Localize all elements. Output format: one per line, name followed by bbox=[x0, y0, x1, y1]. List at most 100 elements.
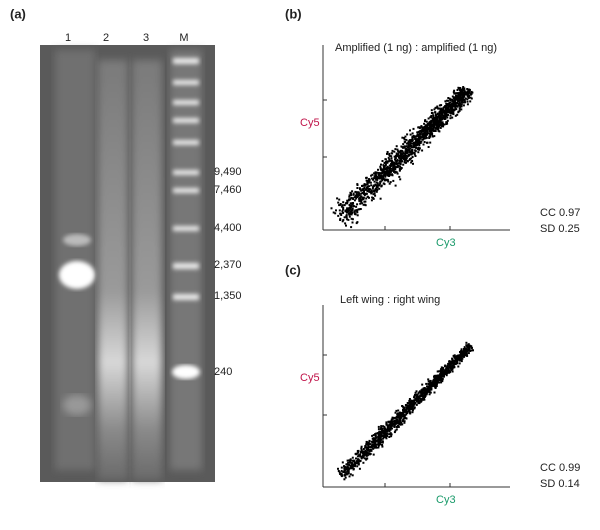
point bbox=[348, 209, 351, 212]
point bbox=[413, 406, 416, 409]
point bbox=[393, 431, 396, 434]
point bbox=[446, 119, 449, 122]
point bbox=[402, 163, 405, 166]
point bbox=[436, 105, 439, 108]
point bbox=[437, 370, 440, 373]
point bbox=[445, 368, 448, 370]
point bbox=[354, 190, 357, 193]
point bbox=[395, 409, 398, 412]
point bbox=[447, 367, 450, 370]
point bbox=[465, 352, 468, 355]
point bbox=[454, 114, 457, 117]
point bbox=[425, 136, 428, 139]
point bbox=[346, 472, 349, 475]
point bbox=[390, 169, 393, 172]
point bbox=[402, 146, 404, 149]
point bbox=[422, 388, 425, 391]
point bbox=[445, 113, 447, 115]
point bbox=[434, 121, 437, 124]
point bbox=[367, 445, 370, 448]
point bbox=[421, 383, 424, 386]
point bbox=[348, 475, 351, 478]
point bbox=[444, 100, 447, 103]
point bbox=[386, 432, 389, 435]
point bbox=[349, 198, 352, 201]
point bbox=[355, 197, 358, 200]
point bbox=[338, 209, 341, 212]
point bbox=[444, 108, 447, 111]
point bbox=[359, 197, 361, 200]
point bbox=[379, 434, 382, 437]
point bbox=[462, 101, 465, 104]
point bbox=[415, 398, 418, 401]
point bbox=[412, 127, 415, 130]
point bbox=[439, 115, 442, 118]
point bbox=[465, 350, 468, 353]
point bbox=[436, 115, 439, 118]
point bbox=[402, 154, 405, 157]
point bbox=[437, 127, 439, 130]
point bbox=[463, 87, 466, 90]
point bbox=[339, 217, 342, 220]
point bbox=[356, 193, 359, 196]
point bbox=[450, 361, 453, 364]
point bbox=[435, 381, 438, 384]
point bbox=[390, 167, 393, 170]
point bbox=[414, 402, 417, 405]
point bbox=[448, 101, 451, 104]
point bbox=[399, 423, 402, 426]
point bbox=[438, 119, 441, 122]
point bbox=[334, 212, 337, 215]
point bbox=[356, 455, 359, 458]
point bbox=[373, 180, 376, 183]
point bbox=[380, 433, 383, 436]
point bbox=[439, 123, 441, 126]
point bbox=[358, 187, 361, 190]
point bbox=[452, 364, 455, 367]
point bbox=[433, 117, 436, 120]
point bbox=[383, 168, 386, 171]
point bbox=[439, 373, 442, 376]
point bbox=[427, 123, 429, 126]
point bbox=[456, 113, 459, 116]
point bbox=[418, 144, 421, 147]
point bbox=[419, 142, 422, 144]
point bbox=[398, 175, 401, 178]
point bbox=[459, 99, 462, 102]
point bbox=[431, 117, 434, 120]
point bbox=[388, 154, 391, 157]
point bbox=[411, 139, 413, 142]
point bbox=[466, 344, 468, 347]
point bbox=[441, 118, 444, 121]
point bbox=[386, 430, 389, 433]
point bbox=[443, 112, 446, 115]
point bbox=[442, 117, 445, 120]
marker-size: 7,460 bbox=[214, 184, 242, 196]
point bbox=[451, 368, 454, 370]
point bbox=[447, 369, 450, 372]
point bbox=[375, 190, 378, 193]
point bbox=[403, 137, 406, 139]
point bbox=[383, 167, 386, 170]
point bbox=[454, 98, 456, 101]
point bbox=[440, 104, 443, 107]
point bbox=[410, 407, 413, 410]
point bbox=[424, 130, 427, 133]
point bbox=[458, 96, 461, 99]
point bbox=[370, 189, 373, 192]
point bbox=[426, 388, 429, 391]
point bbox=[430, 115, 433, 118]
point bbox=[446, 104, 449, 107]
point bbox=[360, 200, 363, 203]
point bbox=[376, 182, 379, 185]
point bbox=[395, 420, 398, 423]
point bbox=[350, 196, 353, 199]
point bbox=[396, 420, 399, 423]
point bbox=[444, 107, 447, 110]
point bbox=[460, 349, 463, 352]
point bbox=[457, 365, 460, 368]
point bbox=[354, 209, 357, 212]
point bbox=[420, 391, 422, 394]
point bbox=[441, 380, 444, 383]
point bbox=[391, 163, 393, 166]
